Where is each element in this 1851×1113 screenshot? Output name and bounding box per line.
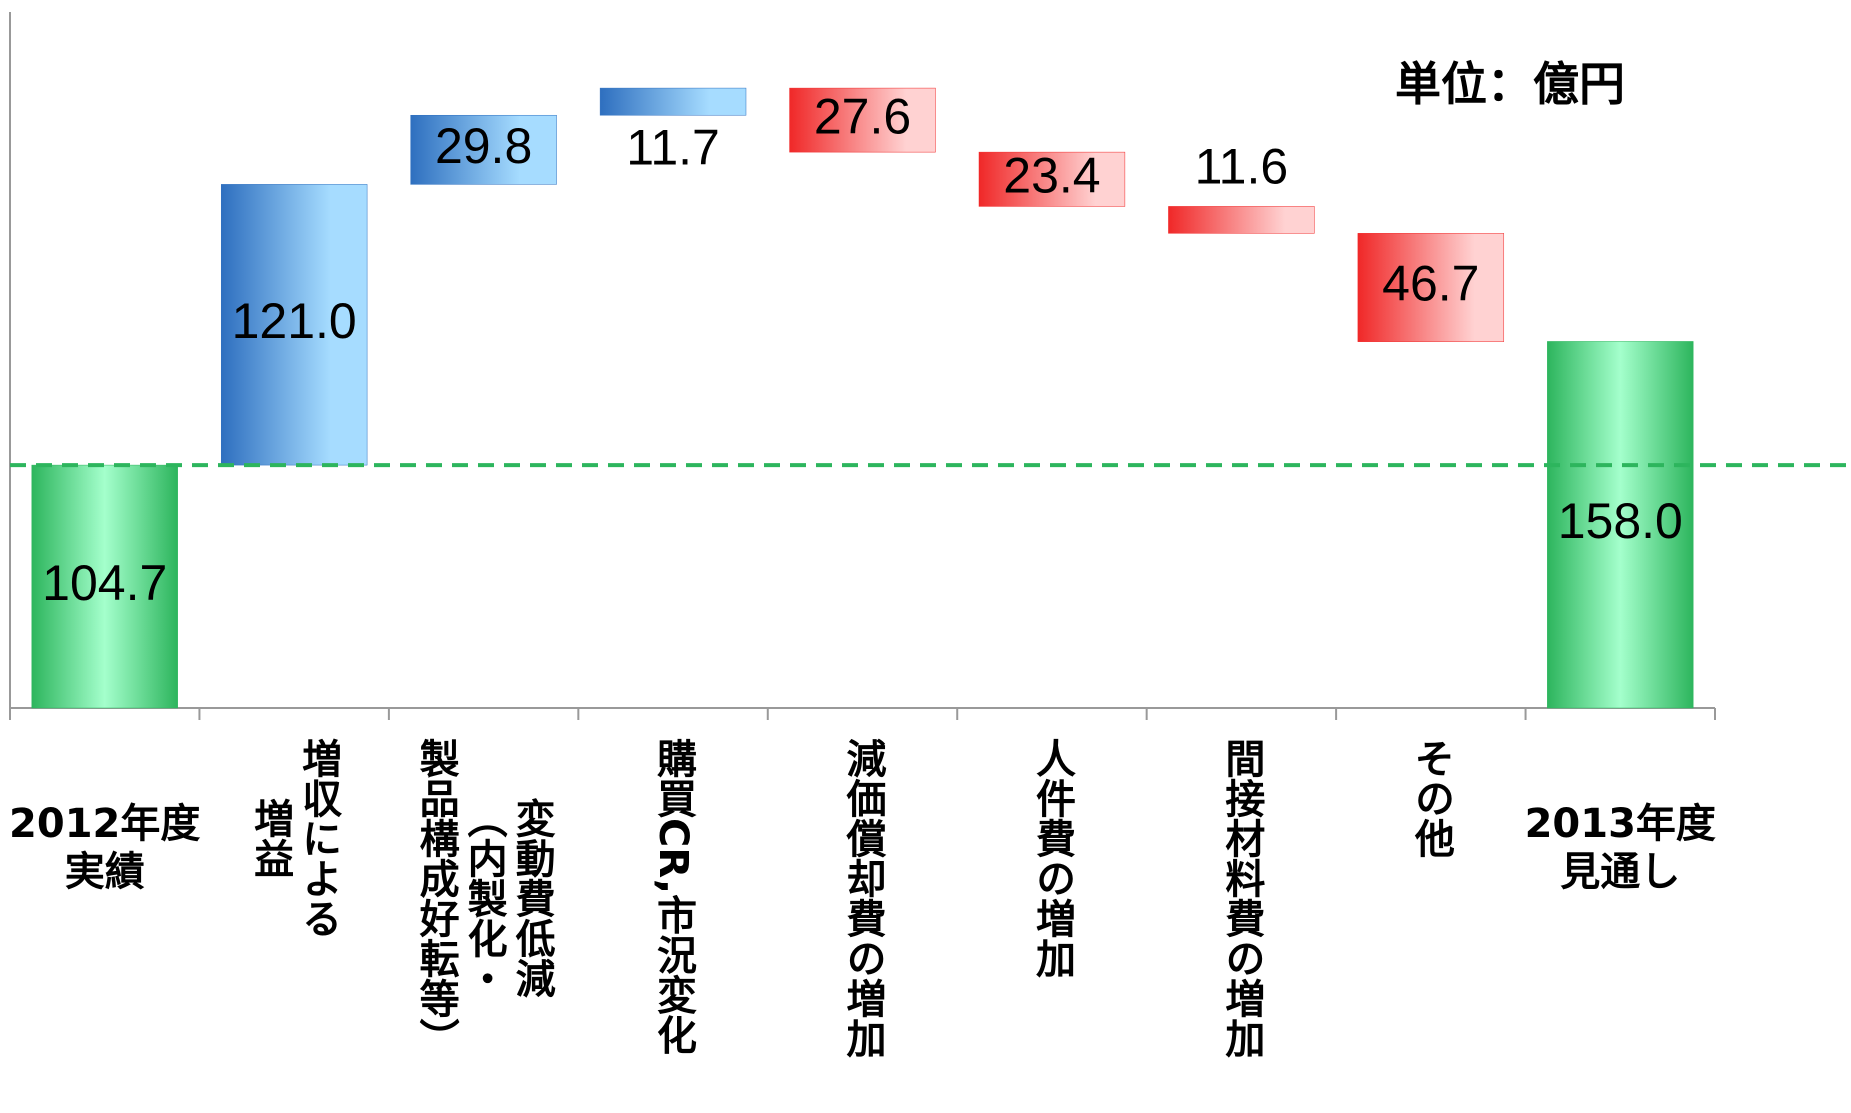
bar [789, 87, 936, 153]
bar [1357, 233, 1505, 342]
value-label: 11.6 [1195, 139, 1289, 195]
bar [31, 464, 178, 709]
x-tick-label: 2012年度 実績 [9, 801, 201, 895]
value-label: 23.4 [1003, 147, 1100, 203]
bar [1547, 341, 1694, 709]
x-tick-label: その他 [1407, 738, 1454, 858]
x-tick-label: 2013年度 見通し [1524, 801, 1716, 895]
x-tick-label: 減価償却費の増加 [839, 738, 886, 1058]
x-tick-label: 間接材料費の増加 [1218, 738, 1265, 1058]
x-tick-label: 購買CR,市況変化 [650, 738, 697, 1055]
bar [599, 87, 747, 116]
bar [220, 184, 368, 466]
value-label: 27.6 [814, 88, 911, 144]
x-tick-label: 人件費の増加 [1028, 738, 1075, 978]
value-label: 46.7 [1382, 256, 1479, 312]
value-label: 104.7 [42, 555, 167, 611]
bar [978, 151, 1126, 207]
x-tick-label: 変動費低減 （内製化・ 製品構成好転等） [412, 738, 555, 1058]
bar [1168, 206, 1315, 234]
bar [410, 114, 557, 185]
x-tick-label: 増収による 増益 [247, 738, 342, 938]
unit-label: 単位：億円 [1395, 57, 1625, 111]
value-label: 158.0 [1558, 493, 1683, 549]
value-label: 121.0 [232, 293, 357, 349]
value-label: 11.7 [626, 119, 720, 175]
value-label: 29.8 [435, 118, 532, 174]
